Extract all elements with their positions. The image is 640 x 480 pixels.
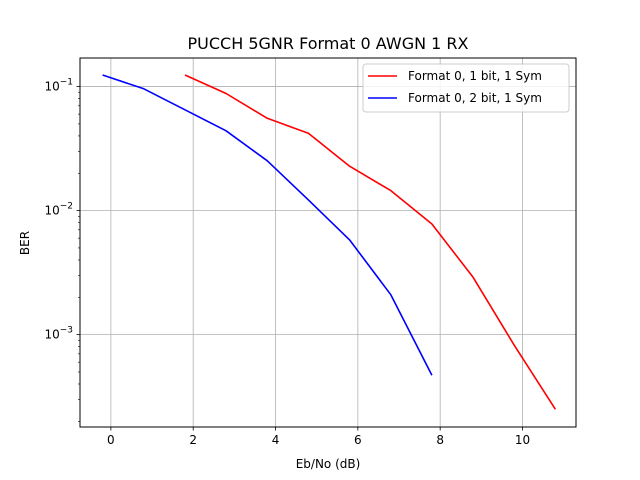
- y-axis-label: BER: [18, 231, 32, 255]
- plot-frame: [79, 57, 577, 428]
- series-line-2: [102, 74, 433, 376]
- legend-label: Format 0, 1 bit, 1 Sym: [408, 69, 542, 83]
- series-layer: [102, 74, 557, 410]
- legend-label: Format 0, 2 bit, 1 Sym: [408, 91, 542, 105]
- ticks: 0 2 4 6 8 10 10−1 10−2 10−3: [44, 78, 530, 447]
- x-tick-label: 0: [107, 433, 115, 447]
- y-tick-label: 10−1: [44, 78, 73, 94]
- legend-box: [362, 63, 570, 113]
- x-axis-label: Eb/No (dB): [296, 457, 361, 471]
- legend: Format 0, 1 bit, 1 Sym Format 0, 2 bit, 1…: [362, 63, 570, 113]
- y-tick-label: 10−2: [44, 202, 73, 218]
- x-tick-label: 4: [272, 433, 280, 447]
- x-tick-label: 10: [515, 433, 530, 447]
- x-tick-label: 8: [436, 433, 444, 447]
- x-tick-label: 6: [354, 433, 362, 447]
- y-tick-label: 10−3: [44, 326, 73, 342]
- x-tick-label: 2: [189, 433, 197, 447]
- chart-title: PUCCH 5GNR Format 0 AWGN 1 RX: [188, 34, 469, 53]
- series-line-1: [184, 74, 557, 410]
